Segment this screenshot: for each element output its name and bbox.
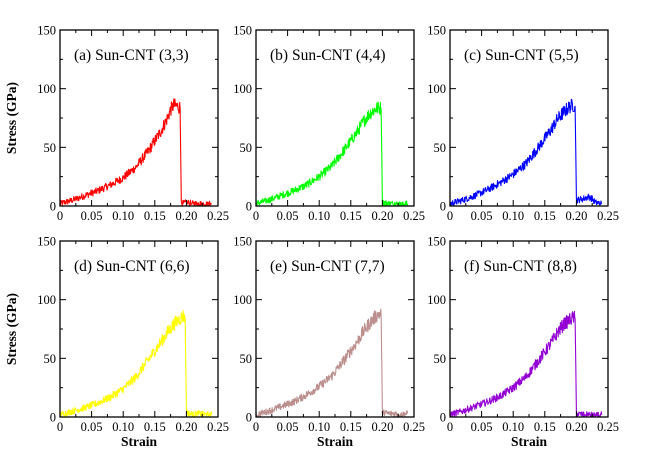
y-tick-label: 50 — [240, 352, 253, 366]
panel-title: (d) Sun-CNT (6,6) — [74, 258, 190, 275]
x-tick-label: 0.10 — [502, 420, 524, 434]
panel-d: 0 0.05 0.10 0.15 0.20 0.25 0 50 100 150 (d) Sun-CN… — [4, 235, 229, 450]
series-line — [60, 98, 213, 206]
y-tick-label: 150 — [427, 235, 446, 249]
x-tick-label: 0.10 — [112, 209, 134, 223]
x-tick-label: 0.10 — [112, 420, 134, 434]
y-tick-label: 150 — [427, 24, 446, 38]
y-tick-label: 0 — [246, 200, 252, 214]
panel-title: (b) Sun-CNT (4,4) — [270, 47, 386, 64]
panel-b: 0 0.05 0.10 0.15 0.20 0.25 0 50 100 150 (b) Sun-CN… — [233, 24, 425, 224]
x-tick-label: 0.15 — [144, 420, 166, 434]
x-axis-title: Strain — [317, 434, 353, 449]
x-tick-label: 0 — [447, 209, 453, 223]
y-tick-label: 150 — [37, 235, 56, 249]
series-line — [256, 101, 409, 206]
x-tick-label: 0.05 — [277, 420, 299, 434]
x-tick-label: 0.15 — [534, 420, 556, 434]
y-tick-label: 50 — [434, 352, 447, 366]
series-line — [450, 98, 603, 206]
x-tick-label: 0.20 — [565, 420, 587, 434]
panel-f: 0 0.05 0.10 0.15 0.20 0.25 0 50 100 150 (f) Sun-CN… — [427, 235, 619, 450]
x-tick-label: 0.10 — [502, 209, 524, 223]
x-tick-label: 0.10 — [308, 209, 330, 223]
x-tick-label: 0.20 — [565, 209, 587, 223]
x-tick-label: 0.15 — [340, 420, 362, 434]
x-tick-label: 0.15 — [144, 209, 166, 223]
x-tick-label: 0.05 — [471, 420, 493, 434]
y-axis-title: Stress (GPa) — [4, 293, 19, 365]
y-axis-title: Stress (GPa) — [4, 82, 19, 154]
y-tick-label: 100 — [37, 293, 56, 307]
x-tick-label: 0.20 — [371, 420, 393, 434]
x-tick-label: 0.20 — [175, 420, 197, 434]
x-tick-label: 0 — [57, 420, 63, 434]
x-axis-title: Strain — [121, 434, 157, 449]
x-tick-label: 0.25 — [403, 420, 425, 434]
series-line — [60, 310, 213, 417]
y-tick-label: 50 — [240, 141, 253, 155]
x-tick-label: 0 — [253, 209, 259, 223]
series-line — [450, 310, 603, 417]
y-tick-label: 100 — [427, 293, 446, 307]
y-tick-label: 150 — [37, 24, 56, 38]
x-tick-label: 0.20 — [371, 209, 393, 223]
x-tick-label: 0.10 — [308, 420, 330, 434]
panel-c: 0 0.05 0.10 0.15 0.20 0.25 0 50 100 150 (c) Sun-CN… — [427, 24, 619, 224]
x-tick-label: 0.05 — [81, 420, 103, 434]
panel-title: (c) Sun-CNT (5,5) — [464, 47, 579, 64]
x-tick-label: 0.25 — [207, 420, 229, 434]
y-tick-label: 100 — [233, 82, 252, 96]
y-tick-label: 0 — [440, 411, 446, 425]
y-tick-label: 100 — [37, 82, 56, 96]
x-tick-label: 0.15 — [534, 209, 556, 223]
x-tick-label: 0.05 — [277, 209, 299, 223]
y-tick-label: 50 — [44, 352, 57, 366]
y-tick-label: 0 — [440, 200, 446, 214]
x-tick-label: 0 — [447, 420, 453, 434]
y-tick-label: 0 — [50, 200, 56, 214]
x-tick-label: 0.25 — [597, 420, 619, 434]
y-tick-label: 0 — [50, 411, 56, 425]
x-tick-label: 0.25 — [403, 209, 425, 223]
x-tick-label: 0.20 — [175, 209, 197, 223]
panel-a: 0 0.05 0.10 0.15 0.20 0.25 0 50 100 150 (a) Sun-CN… — [4, 24, 229, 224]
x-axis-title: Strain — [511, 434, 547, 449]
y-tick-label: 150 — [233, 24, 252, 38]
x-tick-label: 0 — [253, 420, 259, 434]
x-tick-label: 0 — [57, 209, 63, 223]
x-tick-label: 0.25 — [207, 209, 229, 223]
panel-title: (a) Sun-CNT (3,3) — [74, 47, 189, 64]
x-tick-label: 0.05 — [471, 209, 493, 223]
x-tick-label: 0.05 — [81, 209, 103, 223]
x-tick-label: 0.25 — [597, 209, 619, 223]
panel-title: (e) Sun-CNT (7,7) — [270, 258, 385, 275]
y-tick-label: 0 — [246, 411, 252, 425]
y-tick-label: 50 — [44, 141, 57, 155]
series-line — [256, 308, 409, 417]
y-tick-label: 100 — [233, 293, 252, 307]
y-tick-label: 100 — [427, 82, 446, 96]
panel-title: (f) Sun-CNT (8,8) — [464, 258, 577, 275]
y-tick-label: 150 — [233, 235, 252, 249]
x-tick-label: 0.15 — [340, 209, 362, 223]
y-tick-label: 50 — [434, 141, 447, 155]
panel-e: 0 0.05 0.10 0.15 0.20 0.25 0 50 100 150 (e) Sun-CN… — [233, 235, 425, 450]
